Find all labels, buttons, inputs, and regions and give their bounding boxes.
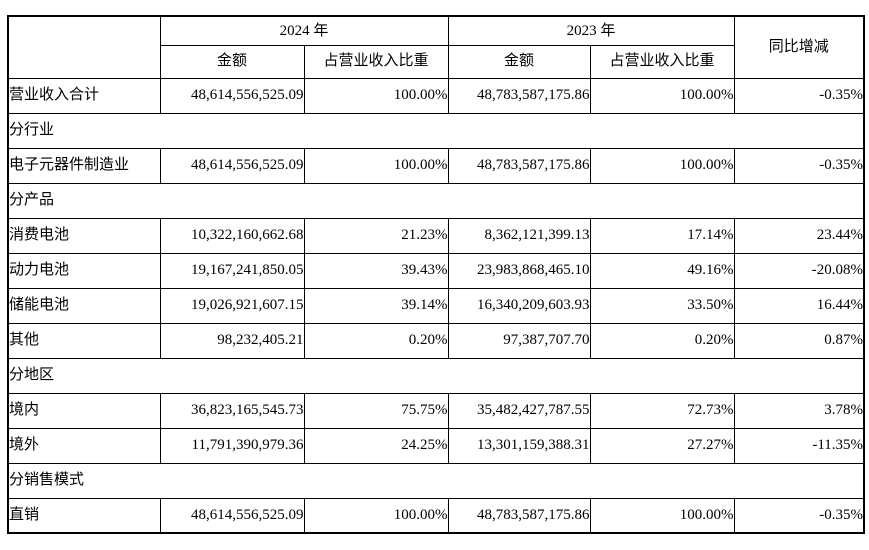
table-row: 境内 36,823,165,545.73 75.75% 35,482,427,7…: [7, 392, 865, 429]
yoy-change-cell: -0.35%: [733, 147, 865, 184]
table-row: 消费电池 10,322,160,662.68 21.23% 8,362,121,…: [7, 217, 865, 254]
yoy-change-cell: -0.35%: [733, 77, 865, 114]
amount-2023-cell: 48,783,587,175.86: [447, 77, 591, 114]
yoy-change-cell: -0.35%: [733, 497, 865, 534]
amount-2023-cell: 48,783,587,175.86: [447, 147, 591, 184]
table-row: 电子元器件制造业 48,614,556,525.09 100.00% 48,78…: [7, 147, 865, 184]
table-row: 直销 48,614,556,525.09 100.00% 48,783,587,…: [7, 497, 865, 534]
row-label: 境内: [7, 392, 161, 429]
amount-2024-cell: 19,167,241,850.05: [159, 252, 305, 289]
row-label: 动力电池: [7, 252, 161, 289]
amount-2024-header: 金额: [159, 44, 305, 79]
ratio-2023-cell: 33.50%: [589, 287, 735, 324]
table-row-total: 营业收入合计 48,614,556,525.09 100.00% 48,783,…: [7, 77, 865, 114]
amount-2024-cell: 48,614,556,525.09: [159, 497, 305, 534]
ratio-2024-cell: 39.43%: [303, 252, 449, 289]
table-row: 动力电池 19,167,241,850.05 39.43% 23,983,868…: [7, 252, 865, 289]
amount-2024-cell: 10,322,160,662.68: [159, 217, 305, 254]
section-label: 分地区: [7, 357, 865, 394]
ratio-2024-cell: 100.00%: [303, 147, 449, 184]
section-label: 分销售模式: [7, 462, 865, 499]
section-row: 分销售模式: [7, 462, 865, 499]
ratio-2024-cell: 100.00%: [303, 497, 449, 534]
amount-2023-cell: 48,783,587,175.86: [447, 497, 591, 534]
row-label: 储能电池: [7, 287, 161, 324]
ratio-2023-cell: 49.16%: [589, 252, 735, 289]
ratio-2024-cell: 0.20%: [303, 322, 449, 359]
section-row: 分地区: [7, 357, 865, 394]
row-label: 电子元器件制造业: [7, 147, 161, 184]
yoy-change-cell: 16.44%: [733, 287, 865, 324]
yoy-change-cell: -20.08%: [733, 252, 865, 289]
ratio-2024-cell: 24.25%: [303, 427, 449, 464]
ratio-2023-cell: 100.00%: [589, 147, 735, 184]
ratio-2024-cell: 100.00%: [303, 77, 449, 114]
table-row: 境外 11,791,390,979.36 24.25% 13,301,159,3…: [7, 427, 865, 464]
amount-2023-cell: 8,362,121,399.13: [447, 217, 591, 254]
row-label: 境外: [7, 427, 161, 464]
amount-2023-header: 金额: [447, 44, 591, 79]
yoy-change-cell: 3.78%: [733, 392, 865, 429]
amount-2024-cell: 48,614,556,525.09: [159, 77, 305, 114]
header-row-years: 2024 年 2023 年 同比增减: [7, 15, 865, 79]
yoy-change-cell: 23.44%: [733, 217, 865, 254]
row-label: 消费电池: [7, 217, 161, 254]
year-2024-header: 2024 年: [159, 15, 449, 46]
revenue-composition-table: 2024 年 2023 年 同比增减 金额 占营业收入比重 金额 占营业收入比重…: [7, 15, 866, 534]
amount-2024-cell: 48,614,556,525.09: [159, 147, 305, 184]
table-row: 其他 98,232,405.21 0.20% 97,387,707.70 0.2…: [7, 322, 865, 359]
table-row: 储能电池 19,026,921,607.15 39.14% 16,340,209…: [7, 287, 865, 324]
row-label: 直销: [7, 497, 161, 534]
header-row-metrics: 金额 占营业收入比重 金额 占营业收入比重: [8, 44, 864, 79]
amount-2024-cell: 11,791,390,979.36: [159, 427, 305, 464]
yoy-change-header: 同比增减: [733, 15, 865, 79]
section-label: 分产品: [7, 182, 865, 219]
yoy-change-cell: -11.35%: [733, 427, 865, 464]
amount-2024-cell: 98,232,405.21: [159, 322, 305, 359]
corner-cell: [7, 15, 161, 79]
row-label: 其他: [7, 322, 161, 359]
year-2023-header: 2023 年: [447, 15, 735, 46]
yoy-change-cell: 0.87%: [733, 322, 865, 359]
section-label: 分行业: [7, 112, 865, 149]
section-row: 分产品: [7, 182, 865, 219]
amount-2023-cell: 16,340,209,603.93: [447, 287, 591, 324]
amount-2024-cell: 36,823,165,545.73: [159, 392, 305, 429]
ratio-2024-cell: 39.14%: [303, 287, 449, 324]
ratio-2024-cell: 21.23%: [303, 217, 449, 254]
amount-2024-cell: 19,026,921,607.15: [159, 287, 305, 324]
amount-2023-cell: 97,387,707.70: [447, 322, 591, 359]
ratio-2023-cell: 0.20%: [589, 322, 735, 359]
ratio-2023-cell: 27.27%: [589, 427, 735, 464]
amount-2023-cell: 13,301,159,388.31: [447, 427, 591, 464]
ratio-2023-cell: 100.00%: [589, 77, 735, 114]
amount-2023-cell: 23,983,868,465.10: [447, 252, 591, 289]
ratio-2024-cell: 75.75%: [303, 392, 449, 429]
ratio-2023-cell: 17.14%: [589, 217, 735, 254]
ratio-2023-header: 占营业收入比重: [589, 44, 735, 79]
amount-2023-cell: 35,482,427,787.55: [447, 392, 591, 429]
ratio-2023-cell: 72.73%: [589, 392, 735, 429]
section-row: 分行业: [7, 112, 865, 149]
document-page: 2024 年 2023 年 同比增减 金额 占营业收入比重 金额 占营业收入比重…: [7, 15, 866, 534]
ratio-2024-header: 占营业收入比重: [303, 44, 449, 79]
row-label: 营业收入合计: [7, 77, 161, 114]
ratio-2023-cell: 100.00%: [589, 497, 735, 534]
